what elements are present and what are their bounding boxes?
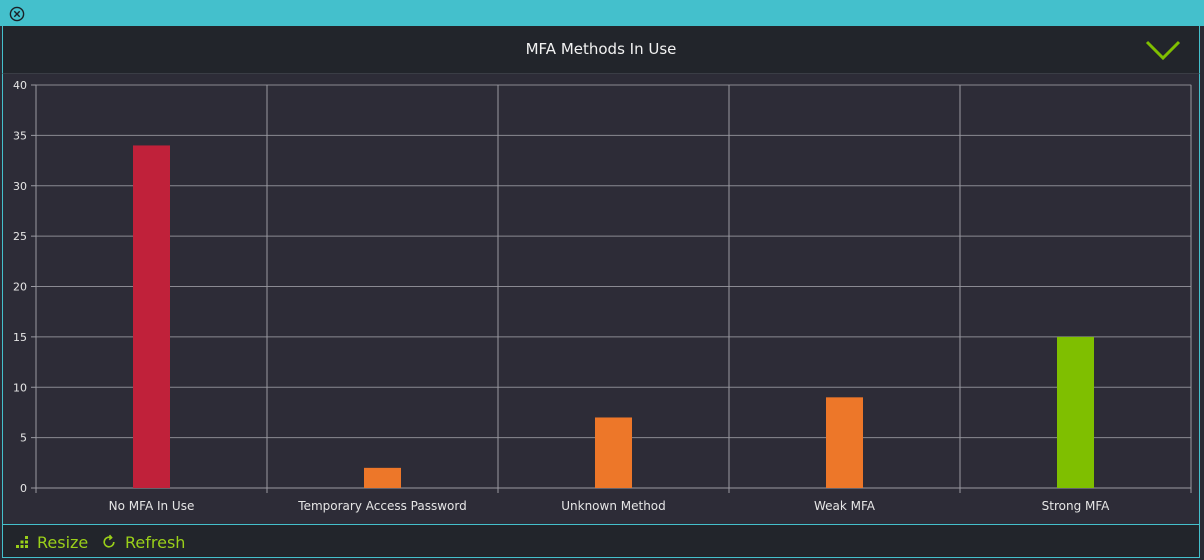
bar-strong-mfa	[1057, 336, 1094, 488]
y-tick-label: 40	[13, 79, 27, 92]
close-circle-icon[interactable]	[9, 6, 25, 22]
y-tick-label: 15	[13, 331, 27, 344]
x-tick-label: No MFA In Use	[109, 499, 195, 513]
y-tick-label: 20	[13, 281, 27, 294]
y-tick-label: 0	[20, 482, 27, 495]
resize-grid-icon	[16, 536, 28, 548]
x-tick-label: Temporary Access Password	[297, 499, 466, 513]
y-tick-label: 10	[13, 381, 27, 394]
widget-header: MFA Methods In Use	[2, 26, 1200, 74]
refresh-button[interactable]: Refresh	[101, 525, 185, 559]
x-tick-label: Unknown Method	[561, 499, 666, 513]
bar-unknown-method	[595, 417, 632, 488]
chevron-down-icon[interactable]	[1145, 38, 1181, 62]
y-tick-label: 25	[13, 230, 27, 243]
y-tick-label: 30	[13, 180, 27, 193]
bar-no-mfa-in-use	[133, 145, 170, 488]
chart-area: 0 5 10 15 20 25 30 35 40 No MFA In Use Temporary A…	[2, 74, 1200, 524]
bar-temporary-access-password	[364, 467, 401, 488]
y-tick-label: 35	[13, 129, 27, 142]
x-tick-label: Weak MFA	[814, 499, 876, 513]
widget-top-bar	[0, 0, 1204, 26]
refresh-icon	[103, 534, 115, 548]
bar-weak-mfa	[826, 397, 863, 488]
bar-chart: 0 5 10 15 20 25 30 35 40 No MFA In Use Temporary A…	[13, 79, 1192, 513]
resize-label: Resize	[37, 532, 89, 552]
widget-footer: Resize Refresh	[2, 524, 1200, 558]
y-tick-label: 5	[20, 432, 27, 445]
x-tick-label: Strong MFA	[1042, 499, 1111, 513]
widget-title: MFA Methods In Use	[525, 40, 677, 58]
resize-button[interactable]: Resize	[15, 525, 88, 559]
refresh-label: Refresh	[125, 532, 186, 552]
